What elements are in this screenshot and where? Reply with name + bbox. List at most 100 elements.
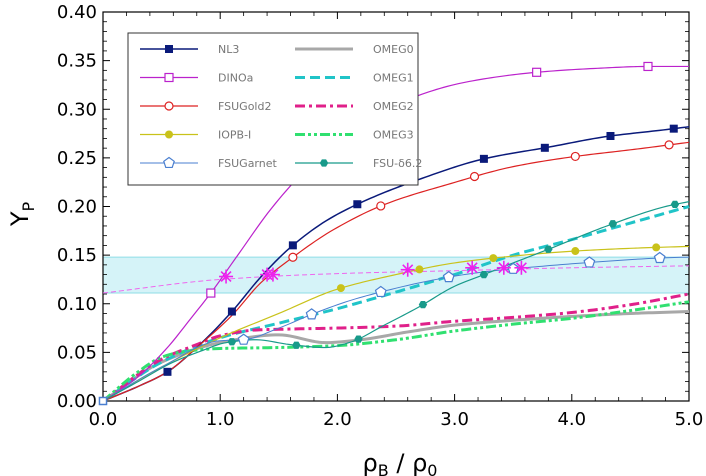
legend-entry-iopb-i: IOPB-I xyxy=(140,129,251,142)
legend-label-fsugarnet: FSUGarnet xyxy=(218,157,278,170)
y-tick-label: 0.15 xyxy=(57,245,97,266)
crossing-marker-stroke xyxy=(267,269,279,281)
data-point-iopb-i xyxy=(652,243,661,252)
y-axis-label-main: Y xyxy=(6,211,34,227)
legend-entry-omeg0: OMEG0 xyxy=(295,43,414,56)
legend-entry-omeg1: OMEG1 xyxy=(295,72,414,85)
data-point-nl3 xyxy=(479,154,488,163)
data-point-fsu-6-2 xyxy=(418,301,428,309)
x-axis-label-rho-b-sub: B xyxy=(378,461,389,476)
legend-label-omeg0: OMEG0 xyxy=(373,43,414,56)
legend-marker-iopb-i xyxy=(165,130,173,139)
y-tick-label: 0.05 xyxy=(57,342,97,363)
legend-label-iopb-i: IOPB-I xyxy=(218,129,251,142)
y-tick-label: 0.20 xyxy=(57,197,97,218)
data-point-dinoa xyxy=(206,288,216,298)
data-point-fsugold2 xyxy=(376,201,386,211)
legend-label-omeg3: OMEG3 xyxy=(373,129,414,142)
data-point-fsugarnet xyxy=(653,251,666,264)
x-tick-label: 3.0 xyxy=(440,409,469,430)
data-point-iopb-i xyxy=(336,284,345,293)
y-tick-label: 0.10 xyxy=(57,294,97,315)
data-point-fsu-6-2 xyxy=(479,270,489,279)
data-point-nl3 xyxy=(227,307,236,316)
legend-entry-nl3: NL3 xyxy=(140,43,239,56)
crossing-marker-stroke xyxy=(402,264,414,276)
crossing-marker-stroke xyxy=(466,262,478,274)
data-point-fsu-6-2 xyxy=(608,220,618,228)
series-line-omeg2 xyxy=(102,292,690,403)
data-point-fsu-6-2 xyxy=(292,341,301,349)
origin-marker xyxy=(98,396,108,406)
data-point-fsugarnet xyxy=(237,333,250,345)
legend-label-dinoa: DINOa xyxy=(218,72,253,85)
x-axis-label-rho-b: ρ xyxy=(363,449,378,476)
series-line-omeg0 xyxy=(102,310,690,403)
data-point-fsugarnet xyxy=(507,262,520,274)
legend-entry-omeg2: OMEG2 xyxy=(295,100,414,113)
legend-label-fsu-6-2: FSU-δ6.2 xyxy=(373,157,422,170)
crossing-marker xyxy=(265,267,280,282)
y-tick-label: 0.25 xyxy=(57,148,97,169)
data-point-fsugold2 xyxy=(570,151,580,162)
data-point-nl3 xyxy=(540,143,549,152)
data-point-fsugarnet xyxy=(583,256,596,268)
crossing-marker xyxy=(496,260,511,275)
series-layer xyxy=(102,65,690,403)
legend-label-fsugold2: FSUGold2 xyxy=(218,100,271,113)
series-line-iopb-i xyxy=(102,245,690,402)
x-axis-label-divider: / xyxy=(389,449,412,476)
data-point-fsu-6-2 xyxy=(354,335,363,343)
legend-entry-omeg3: OMEG3 xyxy=(295,129,414,142)
y-tick-label: 0.30 xyxy=(57,99,97,120)
data-point-fsu-6-2 xyxy=(544,245,553,253)
series-line-fsugold2 xyxy=(102,141,690,402)
x-tick-label: 5.0 xyxy=(675,409,704,430)
legend-box xyxy=(127,32,419,186)
legend-entry-fsugold2: FSUGold2 xyxy=(140,100,271,113)
x-axis-label: ρB / ρ0 xyxy=(363,449,438,476)
legend-marker-fsugold2 xyxy=(164,101,174,111)
data-point-dinoa xyxy=(532,67,542,77)
crossing-marker-stroke xyxy=(515,262,527,274)
data-point-fsugold2 xyxy=(288,252,298,262)
data-point-fsugarnet xyxy=(305,308,318,320)
legend-marker-fsugarnet xyxy=(163,156,175,169)
marker-layer xyxy=(98,61,680,406)
data-point-iopb-i xyxy=(489,254,498,263)
legend-entry-fsugarnet: FSUGarnet xyxy=(140,156,278,170)
tick-labels-layer: 0.0 1.0 2.0 3.0 4.0 5.0 0.00 0.05 0.10 0.15 0.20 0.… xyxy=(57,2,703,430)
y-tick-label: 0.40 xyxy=(57,2,97,23)
legend-label-nl3: NL3 xyxy=(218,43,239,56)
series-line-omeg3 xyxy=(102,300,690,403)
data-point-nl3 xyxy=(288,241,297,250)
x-tick-label: 2.0 xyxy=(323,409,352,430)
x-tick-label: 4.0 xyxy=(557,409,586,430)
crossing-marker-stroke xyxy=(498,262,510,274)
crossing-marker xyxy=(465,260,480,275)
legend-marker-nl3 xyxy=(165,45,173,53)
crossing-marker-stroke xyxy=(220,271,232,283)
data-point-iopb-i xyxy=(415,265,424,274)
data-point-dinoa xyxy=(643,61,653,72)
data-point-fsugarnet xyxy=(374,285,387,298)
legend-entry-fsu-6-2: FSU-δ6.2 xyxy=(295,157,422,170)
legend-label-omeg1: OMEG1 xyxy=(373,72,414,85)
y-axis-label-sub: P xyxy=(19,201,38,211)
x-tick-label: 1.0 xyxy=(206,409,235,430)
legend: NL3 DINOa FSUGold2 IOPB-I FSUGarnet OMEG0 OMEG… xyxy=(127,32,422,186)
x-tick-label: 0.0 xyxy=(89,409,118,430)
y-axis-label: YP xyxy=(6,201,38,227)
crossing-marker xyxy=(514,260,529,275)
legend-marker-dinoa xyxy=(164,72,174,83)
data-point-fsu-6-2 xyxy=(670,200,680,209)
legend-marker-fsu-6-2 xyxy=(319,159,329,167)
data-point-nl3 xyxy=(606,131,615,140)
crossing-marker xyxy=(219,269,234,284)
y-tick-label: 0.35 xyxy=(57,51,97,72)
x-axis-label-rho-0-sub: 0 xyxy=(427,461,437,476)
data-point-nl3 xyxy=(353,200,362,209)
legend-label-omeg2: OMEG2 xyxy=(373,100,414,113)
legend-entry-dinoa: DINOa xyxy=(140,72,253,85)
